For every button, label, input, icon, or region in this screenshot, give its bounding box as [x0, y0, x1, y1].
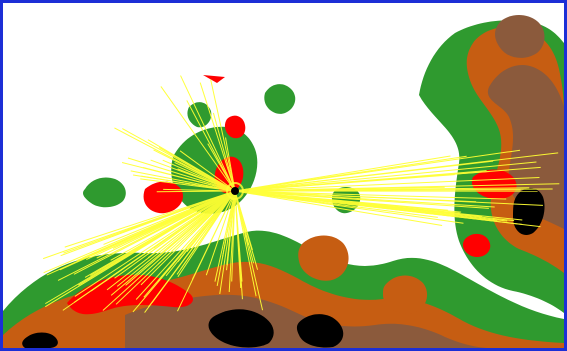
sight-line — [147, 139, 236, 192]
visible-area — [462, 233, 491, 257]
sight-line — [153, 149, 236, 192]
sight-line — [160, 86, 236, 192]
sight-line — [234, 190, 543, 206]
sight-line — [234, 188, 553, 192]
sight-line — [210, 79, 236, 192]
sight-line — [110, 190, 236, 261]
sight-line — [234, 190, 489, 209]
sight-line — [45, 190, 236, 308]
terrain-region — [296, 314, 344, 348]
sight-line — [132, 190, 236, 313]
sight-line — [179, 150, 236, 192]
sight-line — [116, 190, 236, 287]
sight-line — [234, 177, 540, 192]
sight-line — [135, 190, 236, 300]
sight-line — [167, 190, 236, 249]
sight-line — [130, 170, 236, 192]
sight-line — [234, 166, 541, 192]
sight-line — [90, 190, 236, 276]
terrain-region — [495, 15, 545, 58]
sight-line — [76, 190, 236, 262]
visible-area — [143, 181, 184, 214]
sight-line — [231, 190, 236, 282]
sight-line — [140, 190, 236, 286]
terrain-region — [22, 332, 58, 348]
sight-line — [127, 157, 236, 192]
sight-line — [157, 190, 236, 265]
visible-area — [203, 75, 225, 83]
terrain-region — [264, 84, 296, 114]
sight-line — [212, 112, 236, 192]
sight-line — [234, 190, 507, 200]
visible-area — [67, 274, 194, 315]
sight-line — [226, 190, 236, 271]
sight-line — [163, 188, 236, 192]
sight-line — [234, 190, 264, 311]
sight-line — [142, 166, 236, 192]
sight-line — [177, 168, 236, 192]
sight-line — [234, 190, 259, 270]
visible-area — [224, 115, 246, 139]
observer-point-icon[interactable] — [231, 187, 239, 195]
sight-line — [102, 190, 236, 311]
sight-line — [234, 190, 541, 228]
terrain-region — [383, 275, 428, 314]
sight-line — [234, 155, 451, 192]
sight-line — [234, 190, 483, 218]
sight-line — [199, 82, 236, 192]
sight-line — [234, 152, 559, 192]
sight-line — [106, 190, 236, 291]
sight-line — [147, 190, 236, 308]
terrain-region — [83, 177, 126, 208]
sight-line — [64, 190, 236, 248]
observer-point[interactable] — [226, 182, 244, 200]
sight-line — [180, 75, 236, 192]
sight-line — [234, 190, 243, 300]
terrain-region — [513, 188, 545, 236]
terrain-layer — [3, 15, 564, 348]
sight-line — [234, 190, 464, 224]
sight-line — [191, 190, 236, 280]
sight-line — [219, 190, 236, 294]
sight-line — [153, 190, 236, 249]
sight-line — [234, 161, 537, 192]
sight-line — [234, 149, 521, 192]
terrain-viewshed-map[interactable] — [3, 3, 564, 348]
sight-line — [234, 183, 560, 192]
sight-line — [74, 190, 236, 297]
terrain-region — [298, 235, 349, 281]
sight-line — [234, 190, 257, 297]
sight-line — [57, 190, 236, 281]
sight-line — [176, 190, 236, 275]
terrain-region — [487, 65, 564, 229]
observer-point-halo — [226, 182, 244, 200]
sight-line — [63, 190, 236, 254]
elevation-peak-black — [22, 188, 545, 348]
sight-line — [133, 174, 236, 192]
terrain-region — [208, 309, 274, 348]
sight-line — [234, 190, 443, 226]
visible-area — [471, 169, 517, 200]
sight-line — [186, 100, 236, 192]
sight-line — [205, 190, 236, 276]
sight-line — [222, 190, 236, 257]
